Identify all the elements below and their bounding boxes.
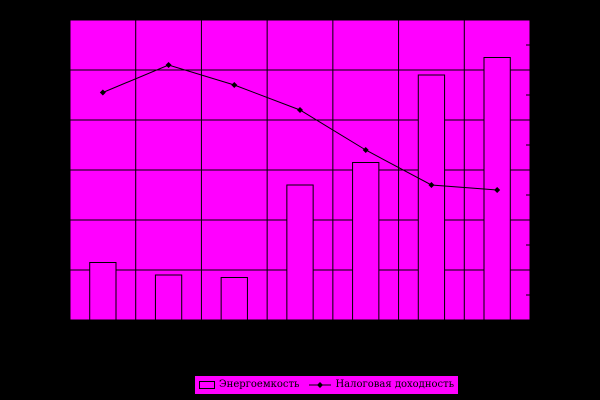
line-series	[99, 62, 501, 193]
line-point-1	[99, 89, 106, 96]
bar-4	[286, 184, 314, 321]
legend: Энергоемкость Налоговая доходность	[195, 376, 459, 394]
legend-entry-bars: Энергоемкость	[199, 380, 299, 390]
bar-5	[352, 162, 380, 321]
legend-entry-line: Налоговая доходность	[309, 380, 454, 390]
bars-series	[89, 57, 511, 321]
legend-bar-label: Энергоемкость	[219, 379, 300, 390]
line-point-3	[231, 82, 238, 88]
line-point-2	[165, 62, 172, 68]
legend-bar-swatch	[199, 381, 215, 389]
bar-3	[220, 277, 248, 321]
bar-2	[154, 274, 183, 321]
line-point-4	[297, 107, 303, 113]
legend-line-swatch	[309, 382, 332, 388]
line-point-7	[494, 187, 501, 193]
bar-1	[89, 262, 117, 321]
bar-6	[417, 74, 446, 321]
line-point-6	[428, 182, 435, 188]
line-point-5	[362, 147, 369, 153]
plot-frame	[69, 19, 531, 321]
legend-line-label: Налоговая доходность	[335, 379, 455, 390]
